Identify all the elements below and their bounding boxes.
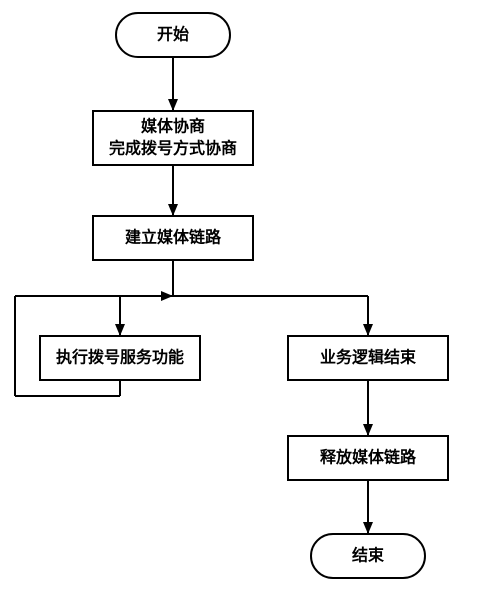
- node-start: 开始: [116, 13, 230, 57]
- node-label: 完成拨号方式协商: [109, 139, 237, 158]
- node-label: 执行拨号服务功能: [56, 348, 184, 367]
- node-label: 开始: [157, 25, 189, 44]
- node-label: 结束: [351, 546, 385, 565]
- node-label: 建立媒体链路: [125, 228, 222, 247]
- node-label: 业务逻辑结束: [320, 348, 417, 367]
- node-n3: 执行拨号服务功能: [40, 336, 200, 380]
- node-n2: 建立媒体链路: [93, 216, 253, 260]
- node-label: 媒体协商: [141, 117, 205, 136]
- node-n4: 业务逻辑结束: [288, 336, 448, 380]
- node-n5: 释放媒体链路: [288, 436, 448, 480]
- node-n1: 媒体协商完成拨号方式协商: [93, 111, 253, 165]
- node-end: 结束: [311, 534, 425, 578]
- node-label: 释放媒体链路: [320, 448, 417, 467]
